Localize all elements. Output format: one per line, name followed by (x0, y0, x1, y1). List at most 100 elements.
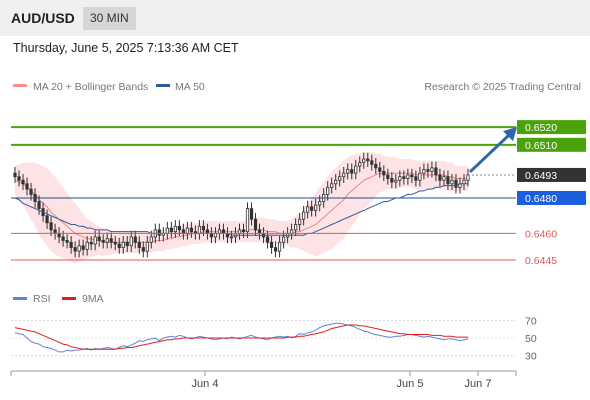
candle-body (326, 186, 330, 195)
level-label-bg-0.6510 (517, 137, 586, 152)
candle-body (209, 232, 214, 238)
candle-body (73, 247, 77, 252)
ma50-line (14, 183, 468, 236)
candle-body (446, 176, 450, 185)
candle-body (253, 218, 258, 231)
ma50-legend-label: MA 50 (175, 81, 205, 93)
candle-body (402, 176, 406, 179)
instrument-title: AUD/USD (11, 10, 75, 26)
candle-body (85, 241, 89, 250)
candle-body (273, 247, 278, 252)
candle-body (414, 176, 418, 181)
x-axis: Jun 4 Jun 5 Jun 7 (10, 370, 517, 390)
x-tick-label: Jun 5 (397, 378, 424, 390)
candle-body (81, 245, 85, 250)
candle-body (450, 179, 454, 185)
rsi-tick-50: 50 (525, 333, 537, 345)
candle-body (17, 176, 21, 181)
candle-body (117, 243, 121, 248)
timestamp: Thursday, June 5, 2025 7:13:36 AM CET (13, 41, 239, 55)
candle-body (121, 241, 125, 248)
forecast-arrow-head (503, 127, 517, 142)
candle-body (378, 167, 382, 172)
candle-body (217, 229, 222, 234)
rsi-tick-70: 70 (525, 316, 537, 328)
candle-body (350, 169, 354, 174)
candle-body (101, 240, 105, 243)
candle-body (302, 211, 306, 220)
candle-body (185, 227, 189, 234)
candle-body (245, 208, 250, 233)
candle-body (426, 169, 430, 172)
candle-body (77, 245, 81, 252)
level-label-0.6493: 0.6493 (525, 170, 557, 182)
ma20-legend-label: MA 20 + Bollinger Bands (33, 81, 148, 93)
candle-body (145, 241, 149, 252)
candle-body (229, 236, 234, 239)
rsi-series-9MA (14, 324, 468, 350)
candle-body (394, 179, 398, 183)
candle-body (466, 174, 470, 181)
candle-body (45, 215, 49, 224)
candle-body (201, 225, 206, 231)
candle-body (249, 208, 254, 220)
candle-body (105, 238, 109, 243)
candle-body (318, 201, 322, 206)
candle-body (141, 247, 145, 252)
candle-body (354, 165, 358, 174)
candle-body (265, 236, 270, 243)
chart-header: AUD/USD 30 MIN (0, 0, 590, 36)
price-levels: 0.6520 0.6510 0.6493 0.6480 0.6460 0.6445 (11, 120, 586, 267)
rsi-panel: 70 50 30 (11, 316, 537, 362)
candle-body (133, 236, 137, 243)
candle-body (346, 169, 350, 174)
candle-body (277, 241, 282, 252)
candle-body (418, 172, 422, 181)
candle-body (334, 179, 338, 185)
candle-body (173, 225, 177, 233)
candle-body (53, 229, 57, 234)
rsi-ma-legend-label: 9MA (82, 293, 104, 305)
candle-body (57, 232, 61, 238)
candle-body (237, 229, 242, 234)
rsi-legend-label: RSI (33, 293, 51, 305)
candle-body (181, 229, 185, 234)
candle-body (241, 229, 246, 233)
candle-body (358, 162, 362, 167)
candle-body (61, 236, 65, 241)
candle-body (205, 229, 210, 234)
level-label-0.6460: 0.6460 (525, 228, 557, 240)
candle-body (97, 236, 101, 241)
candle-body (125, 241, 129, 247)
level-label-bg-0.6493 (517, 167, 586, 182)
timeframe-badge[interactable]: 30 MIN (83, 7, 136, 30)
candle-body (386, 174, 390, 179)
level-label-0.6510: 0.6510 (525, 140, 557, 152)
x-tick-label: Jun 7 (465, 378, 492, 390)
candle-body (294, 224, 298, 231)
candle-body (298, 218, 302, 225)
candle-body (306, 206, 310, 213)
candle-body (462, 179, 466, 185)
candle-body (310, 206, 314, 211)
forecast-arrow (468, 134, 511, 174)
candle-body (390, 178, 394, 183)
ma20-line (14, 172, 468, 243)
candle-body (314, 204, 318, 211)
level-label-0.6480: 0.6480 (525, 193, 557, 205)
candle-body (149, 236, 153, 243)
credit-text: Research © 2025 Trading Central (424, 81, 581, 93)
candle-body (410, 174, 414, 178)
ma20-legend-swatch (13, 84, 27, 87)
candle-body (65, 240, 69, 243)
candle-body (269, 241, 274, 248)
candle-body (13, 172, 17, 178)
candle-body (189, 227, 193, 233)
x-tick-label: Jun 4 (192, 378, 219, 390)
main-plot (13, 151, 470, 264)
ma50-legend-swatch (156, 84, 170, 87)
bollinger-band (15, 151, 468, 264)
candle-body (197, 225, 202, 234)
candle-body (281, 236, 286, 243)
